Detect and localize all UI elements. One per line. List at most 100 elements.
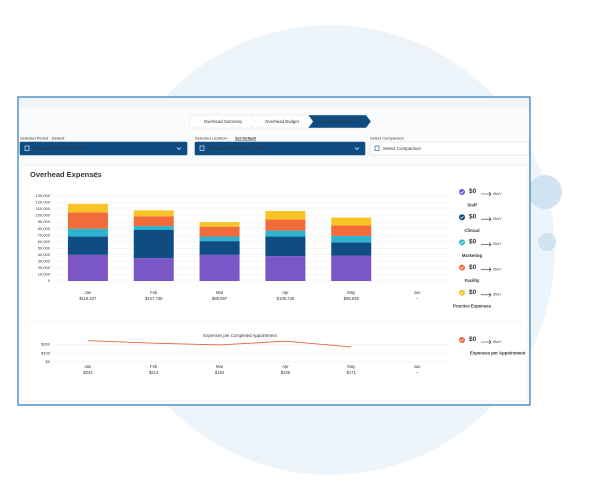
decor-circle (538, 233, 556, 251)
value-label: $242 (83, 370, 93, 375)
dropdown-value: Select Comparison (383, 146, 422, 151)
arrow (481, 267, 492, 272)
amount: $0 (469, 213, 477, 220)
y-tick-label: 50,000 (38, 245, 51, 250)
bar-segment (133, 258, 174, 281)
x-tick-label: Apr (282, 290, 289, 295)
tab-label: Overhead Summary (204, 119, 243, 124)
comparison: SMLY (493, 217, 502, 221)
arrow (481, 191, 492, 197)
bar-segment (67, 236, 108, 255)
legend-toggle[interactable] (459, 289, 465, 296)
line (87, 340, 352, 348)
bar-segment (331, 217, 372, 226)
info-icon[interactable] (93, 172, 99, 178)
x-tick-label: Jan (85, 364, 92, 369)
bar-segment (67, 212, 108, 229)
value-label: -- (416, 370, 419, 375)
y-tick-label: 80,000 (38, 226, 51, 231)
check (460, 266, 464, 270)
y-tick-label: 110,000 (36, 206, 51, 211)
tab-label: Overhead Budget (265, 119, 299, 124)
amount: $0 (469, 336, 477, 343)
legend-toggle[interactable] (459, 189, 465, 195)
tab[interactable] (307, 114, 372, 129)
arrow (481, 242, 492, 247)
y-tick-label: 0 (48, 278, 51, 283)
amount: $0 (469, 239, 477, 246)
bar-segment (67, 254, 108, 281)
dropdown[interactable] (19, 141, 188, 156)
x-tick-sublabel: $106,738 (277, 296, 295, 301)
y-tick-label: 40,000 (38, 252, 51, 257)
y-tick-label: 130,000 (36, 193, 51, 198)
x-tick-label: Mar (216, 290, 224, 295)
value-label: $171 (347, 370, 357, 375)
x-tick-label: Feb (150, 290, 158, 295)
bar-segment (265, 230, 306, 237)
y-tick-label: $200 (41, 341, 51, 346)
dropdown-icon (374, 145, 380, 151)
legend-label: Staff (467, 203, 477, 208)
y-tick-label: 120,000 (36, 200, 51, 205)
x-tick-label: Jun (414, 364, 421, 369)
legend-label: Facility (465, 278, 480, 283)
x-tick-label: Apr (282, 364, 289, 369)
bar-segment (331, 242, 372, 256)
arrow (481, 339, 492, 345)
dropdown-icon (24, 145, 30, 151)
bar-segment (133, 226, 174, 230)
chart-title: Expenses per Completed Appointment (203, 333, 277, 338)
check (460, 291, 464, 295)
value-label: $236 (281, 370, 291, 375)
comparison: SMLY (493, 242, 502, 246)
value-label: $194 (215, 370, 225, 375)
filter-label: Select Comparison (370, 136, 404, 141)
dropdown-value: Fairway Orthodontics - demo (208, 146, 266, 151)
x-tick-label: Feb (150, 364, 158, 369)
x-tick-label: Jun (414, 290, 421, 295)
bar-segment (265, 211, 306, 220)
amount: $0 (469, 289, 477, 296)
comparison: SMLY (493, 340, 502, 344)
x-tick-sublabel: $118,627 (79, 296, 97, 301)
legend-toggle[interactable] (459, 337, 465, 343)
bar-segment (67, 203, 108, 213)
legend-toggle[interactable] (459, 264, 465, 271)
dropdown[interactable] (369, 141, 530, 156)
x-tick-sublabel: -- (416, 296, 419, 301)
bar-segment (133, 210, 174, 217)
bar-segment (331, 255, 372, 281)
y-tick-label: 20,000 (38, 265, 51, 270)
comparison: SMLY (493, 293, 502, 297)
x-tick-label: Mar (216, 364, 224, 369)
legend-toggle[interactable] (459, 214, 465, 221)
check (460, 215, 464, 219)
legend-label: Marketing (462, 253, 483, 258)
value-label: $214 (149, 370, 159, 375)
bar-segment (133, 216, 174, 227)
filter-label: Selected Period · Default (20, 136, 65, 141)
x-tick-sublabel: $96,939 (344, 296, 360, 301)
dropdown-value: January 2022 - June 2022 (33, 146, 86, 151)
amount: $0 (469, 188, 477, 195)
x-tick-label: May (347, 364, 356, 369)
comparison: SMLY (493, 267, 502, 271)
bar-segment (199, 254, 240, 281)
legend-toggle[interactable] (459, 239, 465, 246)
bar-segment (133, 230, 174, 259)
y-tick-label: $100 (41, 350, 51, 355)
y-tick-label: 100,000 (36, 213, 51, 218)
bar-segment (199, 241, 240, 255)
dropdown[interactable] (194, 141, 366, 156)
bar-segment (265, 256, 306, 281)
check (460, 241, 464, 245)
y-tick-label: 90,000 (38, 219, 51, 224)
y-tick-label: 60,000 (38, 239, 51, 244)
filter-link[interactable]: Set Default (235, 136, 257, 141)
y-tick-label: 70,000 (38, 232, 51, 237)
legend-label: Clinical (464, 228, 479, 233)
x-tick-label: Jan (85, 290, 92, 295)
